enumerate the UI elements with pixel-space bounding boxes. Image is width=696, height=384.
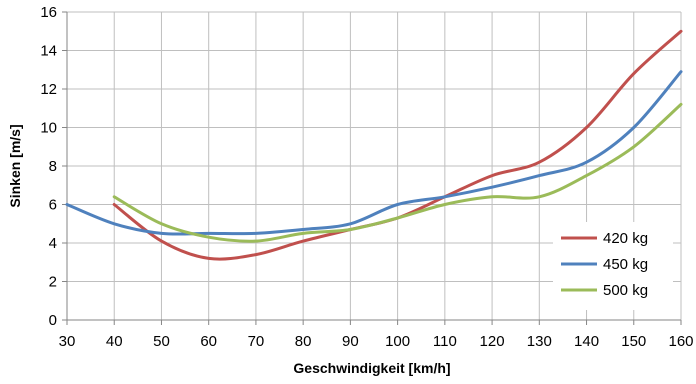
legend-label: 420 kg: [603, 230, 648, 247]
x-axis-title: Geschwindigkeit [km/h]: [293, 360, 450, 376]
y-tick-labels: 0 2 4 6 8 10 12 14 16: [40, 4, 57, 329]
y-tick-label: 16: [40, 4, 57, 21]
x-tick-label: 110: [433, 333, 457, 350]
x-tick-labels: 30 40 50 60 70 80 90 100 110 120 130 140 150 160: [59, 333, 694, 350]
x-tick-label: 120: [480, 333, 505, 350]
y-tick-label: 10: [40, 120, 57, 137]
x-tick-label: 140: [574, 333, 599, 350]
x-tick-label: 100: [385, 333, 410, 350]
y-tick-label: 2: [49, 274, 57, 291]
x-tick-label: 30: [59, 333, 76, 350]
x-tick-label: 50: [153, 333, 170, 350]
y-tick-label: 8: [49, 158, 57, 175]
series-line-3: [112, 102, 683, 243]
x-tick-label: 160: [668, 333, 693, 350]
y-axis-title: Sinken [m/s]: [7, 124, 23, 207]
x-tick-label: 40: [106, 333, 123, 350]
series-line-2: [65, 70, 683, 236]
y-tick-label: 6: [49, 197, 57, 214]
x-tick-label: 130: [527, 333, 552, 350]
y-tick-label: 0: [49, 312, 57, 329]
x-tick-label: 60: [200, 333, 217, 350]
legend-label: 500 kg: [603, 282, 648, 299]
x-tick-label: 70: [248, 333, 265, 350]
legend-label: 450 kg: [603, 256, 648, 273]
x-tick-label: 80: [295, 333, 312, 350]
series-lines: [65, 29, 683, 261]
y-tick-label: 14: [40, 43, 57, 60]
x-tick-label: 150: [621, 333, 646, 350]
x-tick-label: 90: [342, 333, 359, 350]
y-tick-label: 12: [40, 81, 57, 98]
y-tick-label: 4: [49, 235, 57, 252]
legend: 420 kg 450 kg 500 kg: [553, 222, 673, 310]
